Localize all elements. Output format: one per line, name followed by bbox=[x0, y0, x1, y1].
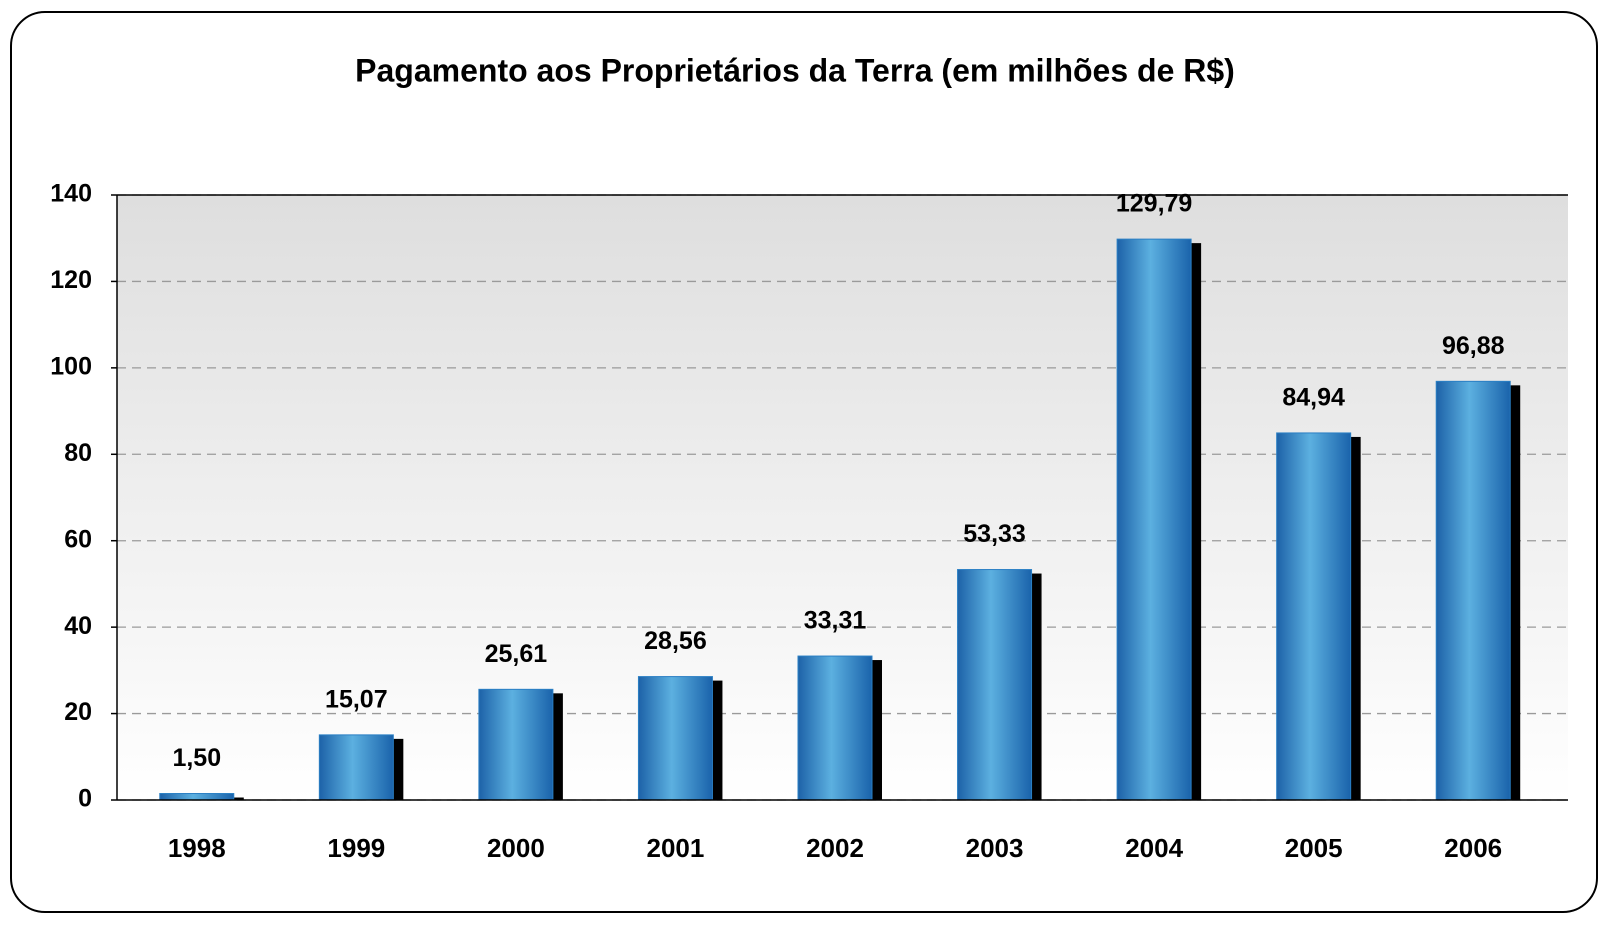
value-label: 1,50 bbox=[172, 744, 221, 772]
value-label: 129,79 bbox=[1116, 190, 1192, 218]
y-tick-label: 100 bbox=[50, 352, 92, 380]
value-label: 84,94 bbox=[1282, 384, 1345, 412]
x-tick-label: 2000 bbox=[487, 833, 545, 863]
x-tick-label: 2006 bbox=[1444, 833, 1502, 863]
y-tick-label: 0 bbox=[78, 785, 92, 813]
y-tick-label: 80 bbox=[64, 439, 92, 467]
bar bbox=[159, 793, 235, 801]
bar bbox=[1276, 432, 1352, 801]
bar bbox=[797, 655, 873, 801]
bar bbox=[637, 676, 713, 801]
value-label: 15,07 bbox=[325, 685, 388, 713]
y-tick-label: 40 bbox=[64, 612, 92, 640]
bars bbox=[159, 238, 1521, 801]
x-tick-label: 2003 bbox=[966, 833, 1024, 863]
bar bbox=[957, 569, 1033, 801]
x-tick-label: 2001 bbox=[647, 833, 705, 863]
value-label: 53,33 bbox=[963, 520, 1026, 548]
bar bbox=[1116, 238, 1192, 801]
bar bbox=[478, 688, 554, 801]
value-label: 96,88 bbox=[1442, 332, 1505, 360]
x-tick-label: 1999 bbox=[327, 833, 385, 863]
bar bbox=[1435, 380, 1511, 801]
value-label: 25,61 bbox=[485, 640, 548, 668]
x-tick-label: 2005 bbox=[1285, 833, 1343, 863]
value-label: 28,56 bbox=[644, 627, 707, 655]
y-tick-label: 60 bbox=[64, 525, 92, 553]
y-tick-label: 20 bbox=[64, 698, 92, 726]
bar bbox=[318, 734, 394, 801]
x-tick-label: 2002 bbox=[806, 833, 864, 863]
x-tick-label: 1998 bbox=[168, 833, 226, 863]
x-tick-label: 2004 bbox=[1125, 833, 1183, 863]
chart-title: Pagamento aos Proprietários da Terra (em… bbox=[355, 52, 1235, 88]
y-tick-label: 140 bbox=[50, 180, 92, 208]
value-label: 33,31 bbox=[804, 607, 867, 635]
y-tick-label: 120 bbox=[50, 266, 92, 294]
